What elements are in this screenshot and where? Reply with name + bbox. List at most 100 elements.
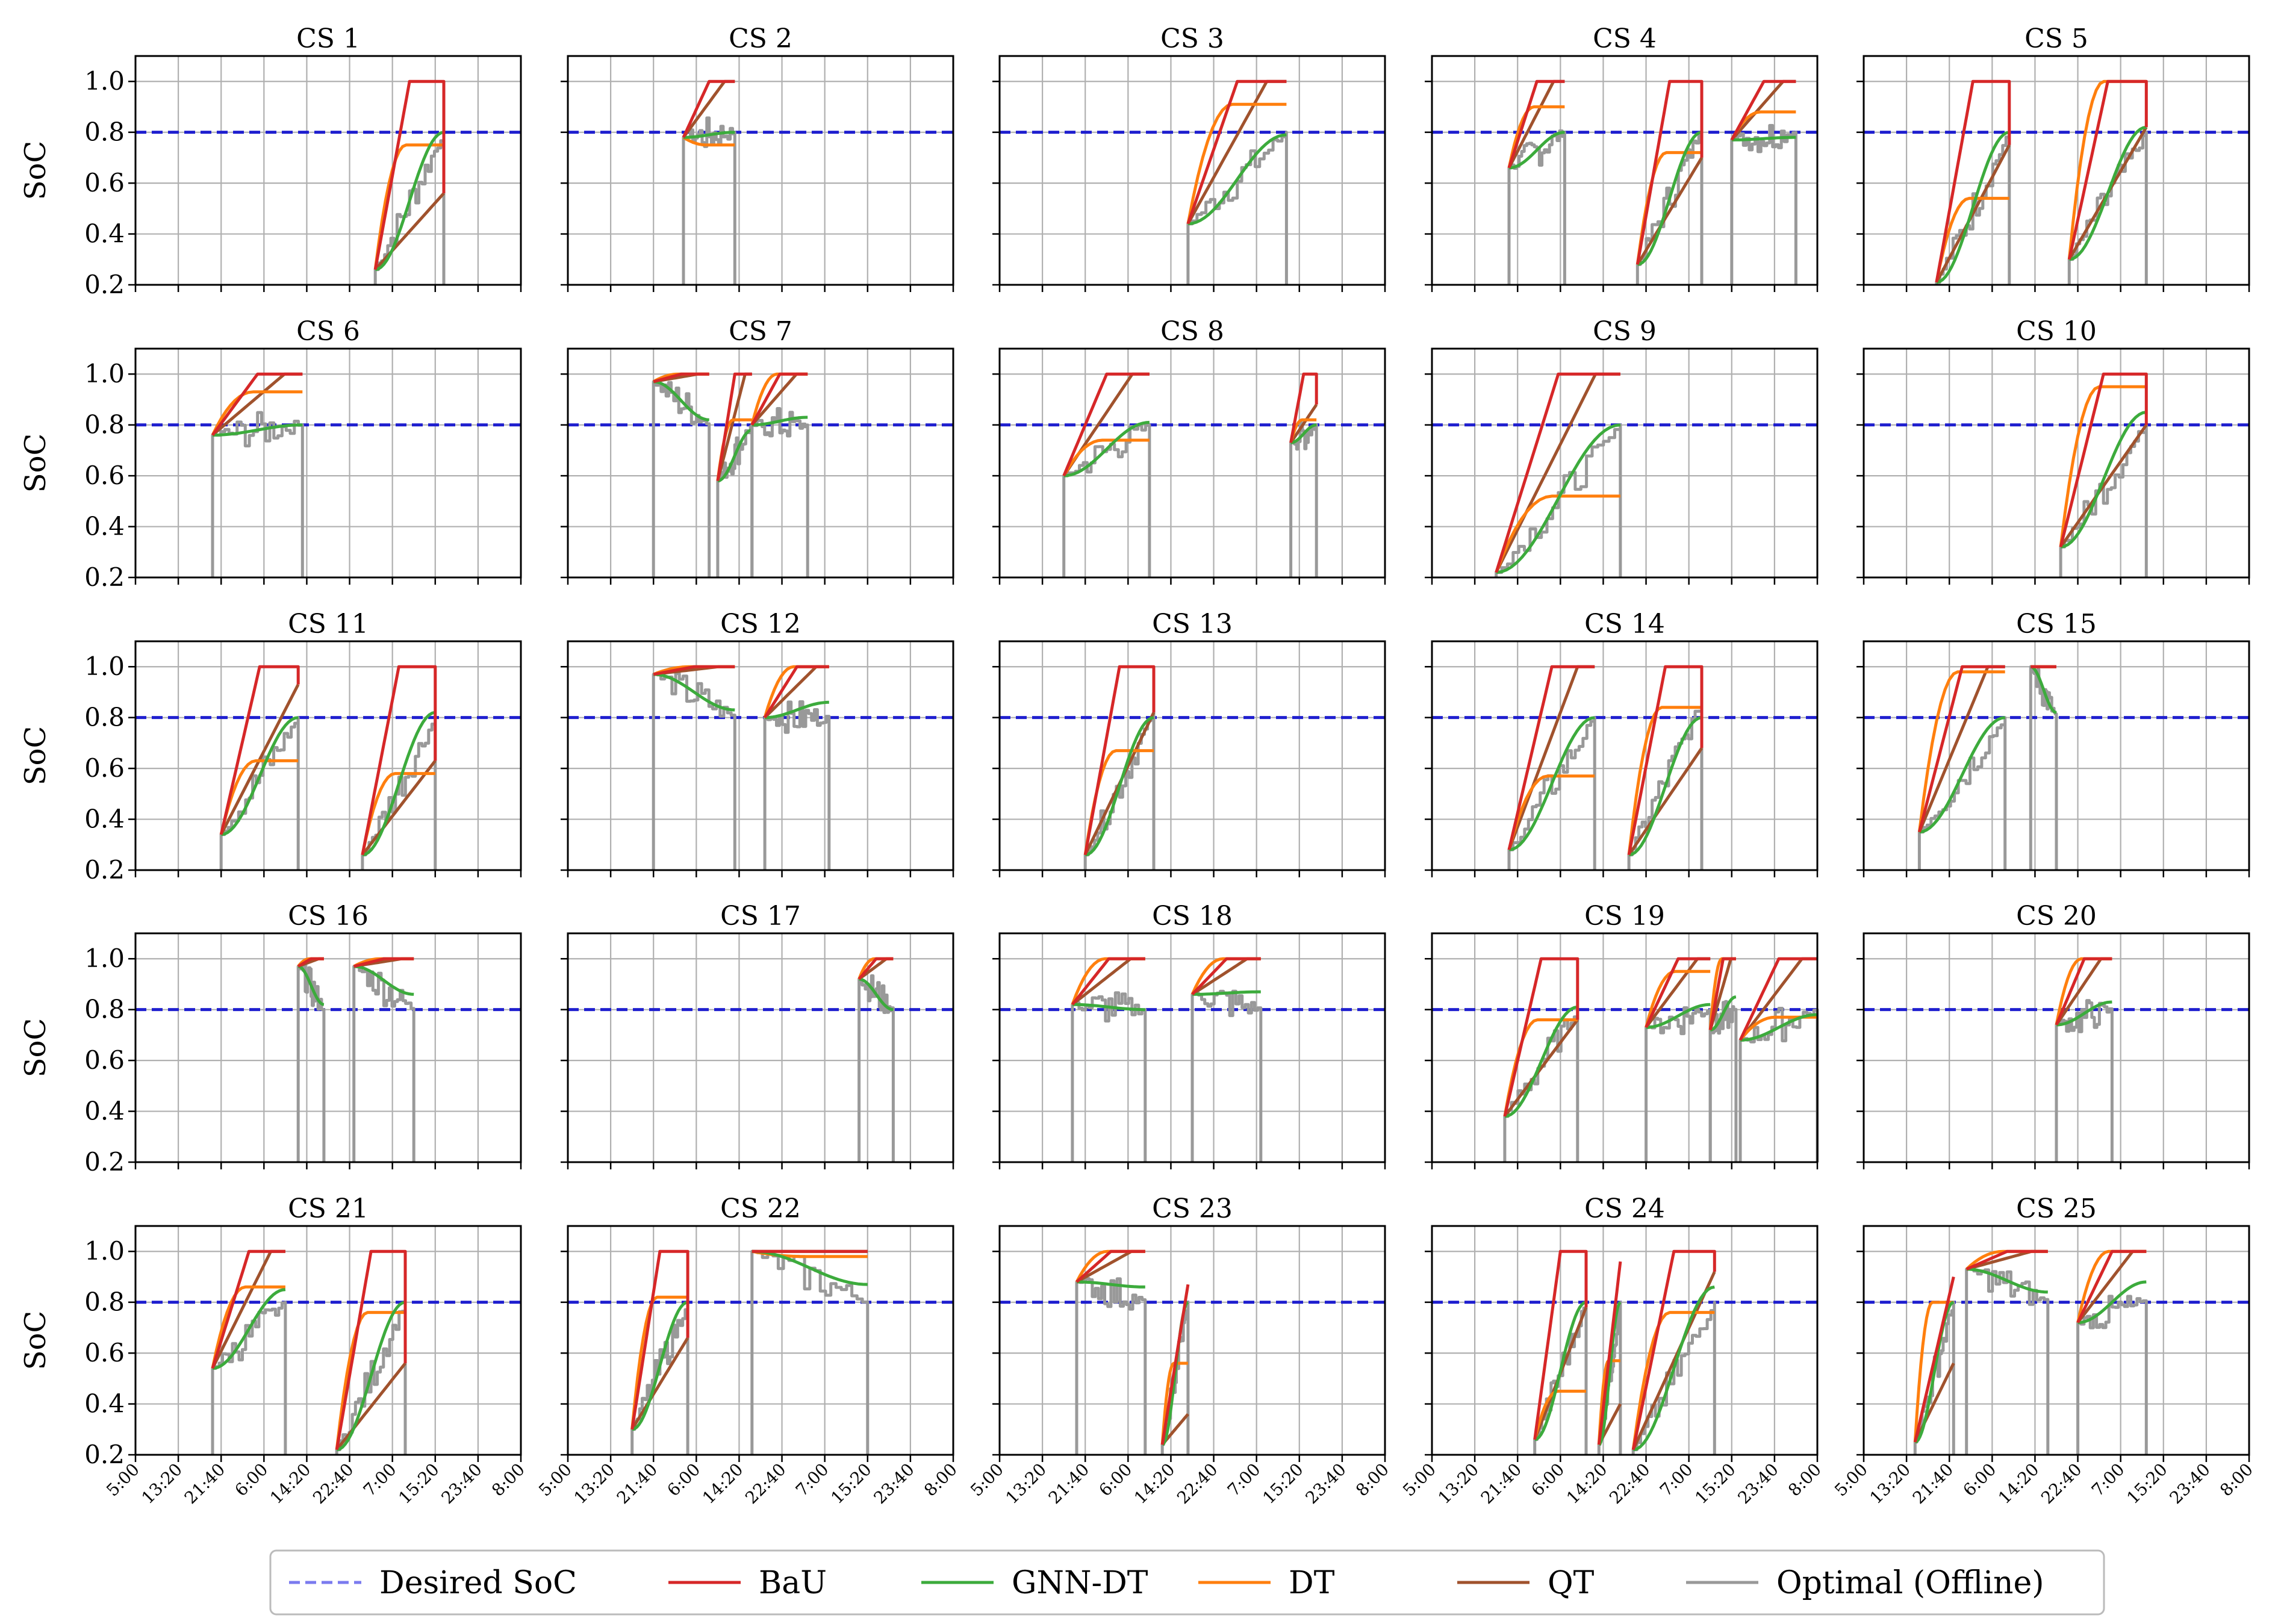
- panel-title: CS 3: [1160, 23, 1224, 54]
- panel-9: CS 9: [1425, 316, 1819, 585]
- axes-frame: [134, 347, 522, 579]
- panel-title: CS 23: [1152, 1193, 1233, 1224]
- bau-line: [2059, 372, 2148, 547]
- dt-line: [1186, 102, 1287, 225]
- bau-line: [1935, 79, 2011, 283]
- bau-line: [1635, 79, 1704, 265]
- bau-line: [373, 79, 446, 270]
- bau-line: [1533, 1249, 1588, 1440]
- legend-box: [269, 1549, 2105, 1616]
- qt-line: [2059, 424, 2148, 548]
- y-tick-label: 0.2: [84, 855, 125, 885]
- gnn-dt-line: [1598, 1301, 1622, 1446]
- bau-line: [1160, 1284, 1190, 1445]
- optimal-line: [1075, 1277, 1147, 1455]
- panel-title: CS 17: [720, 901, 801, 932]
- panel-title: CS 10: [2016, 316, 2097, 347]
- legend-label: Desired SoC: [379, 1565, 577, 1601]
- dt-line: [2059, 385, 2147, 547]
- optimal-line: [1507, 716, 1596, 870]
- axes-frame: [1431, 640, 1819, 871]
- qt-line: [335, 1362, 406, 1451]
- dt-line: [1631, 1311, 1715, 1450]
- y-tick-label: 0.4: [84, 1097, 125, 1126]
- y-tick-label: 0.8: [84, 117, 125, 147]
- x-tick-label: 15:20: [394, 1460, 443, 1508]
- axes-frame: [998, 1225, 1386, 1456]
- bau-line: [1289, 372, 1318, 443]
- bau-line: [353, 957, 414, 968]
- bau-line: [682, 79, 735, 138]
- dt-line: [1289, 418, 1317, 443]
- x-tick-label: 23:40: [1734, 1460, 1782, 1508]
- panel-title: CS 18: [1152, 901, 1233, 932]
- panel-title: CS 12: [720, 609, 801, 639]
- gnn-dt-line: [1192, 990, 1261, 996]
- axes-frame: [1863, 347, 2250, 579]
- x-tick-label: 8:00: [2216, 1460, 2257, 1501]
- axes-frame: [998, 640, 1386, 871]
- y-tick-label: 1.0: [84, 66, 125, 96]
- panel-6: CS 6 0.2 0.4 0.6 0.8 1.0 SoC: [19, 316, 522, 592]
- gnn-dt-line: [653, 673, 735, 712]
- bau-line: [1631, 1249, 1716, 1451]
- optimal-line: [2055, 999, 2114, 1162]
- axes-frame: [567, 55, 954, 286]
- gnn-dt-line: [1187, 133, 1287, 226]
- gnn-dt-line: [220, 716, 299, 836]
- bau-line: [2076, 1249, 2147, 1324]
- axes-frame: [998, 55, 1386, 286]
- gnn-dt-line: [683, 131, 735, 139]
- x-tick-label: 6:00: [231, 1460, 272, 1501]
- panel-18: CS 18: [992, 901, 1386, 1169]
- panel-title: CS 1: [296, 23, 360, 54]
- bau-line: [1917, 665, 2005, 833]
- x-tick-label: 13:20: [138, 1460, 186, 1508]
- gnn-dt-line: [752, 1249, 868, 1286]
- x-tick-label: 23:40: [1301, 1460, 1349, 1508]
- gnn-dt-line: [297, 965, 325, 1006]
- gnn-dt-line: [1632, 1285, 1715, 1452]
- qt-line: [361, 759, 437, 856]
- axes-frame: [567, 932, 954, 1163]
- gnn-dt-line: [717, 428, 753, 483]
- axes-frame: [998, 347, 1386, 579]
- bau-line: [211, 1249, 285, 1369]
- dt-line: [211, 1285, 285, 1369]
- dt-line: [2067, 79, 2147, 260]
- panel-title: CS 9: [1593, 316, 1657, 347]
- optimal-line: [296, 963, 326, 1162]
- gnn-dt-line: [2068, 125, 2147, 261]
- x-tick-label: 7:00: [1656, 1460, 1697, 1501]
- gnn-dt-line: [2060, 411, 2147, 549]
- y-tick-label: 1.0: [84, 1236, 125, 1266]
- x-tick-label: 14:20: [1994, 1460, 2043, 1508]
- bau-line: [857, 957, 894, 980]
- bau-line: [750, 372, 808, 426]
- x-tick-label: 5:00: [1831, 1460, 1872, 1501]
- panel-8: CS 8: [992, 316, 1386, 585]
- optimal-line: [211, 411, 304, 577]
- y-tick-label: 0.2: [84, 1440, 125, 1469]
- x-tick-label: 14:20: [1130, 1460, 1178, 1508]
- optimal-line: [211, 1301, 287, 1455]
- bau-line: [1913, 1276, 1955, 1443]
- x-tick-label: 23:40: [2165, 1460, 2214, 1508]
- bau-line: [630, 1249, 689, 1430]
- gnn-dt-line: [1508, 131, 1565, 170]
- x-tick-label: 13:20: [1002, 1460, 1050, 1508]
- gnn-dt-line: [1966, 1268, 2048, 1294]
- gnn-dt-line: [653, 380, 709, 422]
- gnn-dt-line: [1085, 716, 1154, 857]
- panel-title: CS 7: [729, 316, 792, 347]
- y-tick-label: 1.0: [84, 944, 125, 973]
- optimal-line: [857, 974, 895, 1162]
- bau-line: [2067, 79, 2148, 260]
- gnn-dt-line: [1710, 995, 1737, 1031]
- panel-2: CS 2: [561, 23, 954, 292]
- x-tick-label: 15:20: [2123, 1460, 2171, 1508]
- gnn-dt-line: [1646, 1003, 1711, 1029]
- panel-title: CS 2: [729, 23, 792, 54]
- y-tick-label: 0.6: [84, 753, 125, 783]
